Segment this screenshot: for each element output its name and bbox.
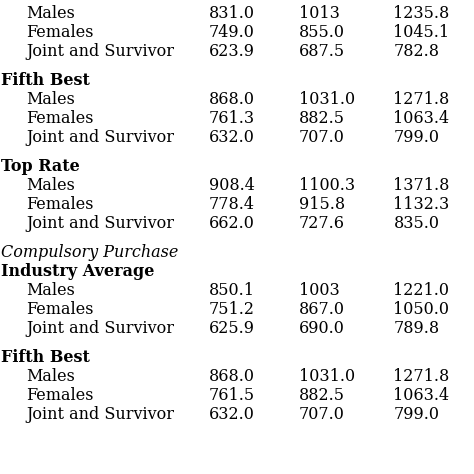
Text: 632.0: 632.0 xyxy=(209,129,255,146)
Text: 690.0: 690.0 xyxy=(299,320,345,337)
Text: 1271.8: 1271.8 xyxy=(393,91,450,108)
Text: Fifth Best: Fifth Best xyxy=(1,72,90,89)
Text: Females: Females xyxy=(26,387,93,404)
Text: 799.0: 799.0 xyxy=(393,406,439,423)
Text: 867.0: 867.0 xyxy=(299,301,345,318)
Text: 1003: 1003 xyxy=(299,282,339,299)
Text: 1132.3: 1132.3 xyxy=(393,196,450,213)
Text: Joint and Survivor: Joint and Survivor xyxy=(26,215,174,232)
Text: 687.5: 687.5 xyxy=(299,43,345,60)
Text: 868.0: 868.0 xyxy=(209,368,255,385)
Text: 1031.0: 1031.0 xyxy=(299,368,355,385)
Text: Joint and Survivor: Joint and Survivor xyxy=(26,43,174,60)
Text: Males: Males xyxy=(26,91,75,108)
Text: Joint and Survivor: Joint and Survivor xyxy=(26,406,174,423)
Text: Females: Females xyxy=(26,110,93,127)
Text: 855.0: 855.0 xyxy=(299,24,345,41)
Text: Males: Males xyxy=(26,282,75,299)
Text: Fifth Best: Fifth Best xyxy=(1,349,90,366)
Text: Industry Average: Industry Average xyxy=(1,263,155,280)
Text: 850.1: 850.1 xyxy=(209,282,255,299)
Text: 1235.8: 1235.8 xyxy=(393,5,450,22)
Text: Females: Females xyxy=(26,301,93,318)
Text: Females: Females xyxy=(26,24,93,41)
Text: 835.0: 835.0 xyxy=(393,215,439,232)
Text: 1045.1: 1045.1 xyxy=(393,24,449,41)
Text: 1050.0: 1050.0 xyxy=(393,301,449,318)
Text: 727.6: 727.6 xyxy=(299,215,345,232)
Text: 882.5: 882.5 xyxy=(299,387,345,404)
Text: 1013: 1013 xyxy=(299,5,339,22)
Text: 882.5: 882.5 xyxy=(299,110,345,127)
Text: 632.0: 632.0 xyxy=(209,406,255,423)
Text: 915.8: 915.8 xyxy=(299,196,345,213)
Text: 908.4: 908.4 xyxy=(209,177,255,194)
Text: 662.0: 662.0 xyxy=(209,215,255,232)
Text: 1063.4: 1063.4 xyxy=(393,387,449,404)
Text: 799.0: 799.0 xyxy=(393,129,439,146)
Text: 1100.3: 1100.3 xyxy=(299,177,355,194)
Text: 1031.0: 1031.0 xyxy=(299,91,355,108)
Text: 1371.8: 1371.8 xyxy=(393,177,450,194)
Text: 707.0: 707.0 xyxy=(299,406,345,423)
Text: Males: Males xyxy=(26,368,75,385)
Text: Males: Males xyxy=(26,177,75,194)
Text: 1271.8: 1271.8 xyxy=(393,368,450,385)
Text: 625.9: 625.9 xyxy=(209,320,255,337)
Text: 761.5: 761.5 xyxy=(209,387,255,404)
Text: 1221.0: 1221.0 xyxy=(393,282,449,299)
Text: 761.3: 761.3 xyxy=(209,110,255,127)
Text: Joint and Survivor: Joint and Survivor xyxy=(26,129,174,146)
Text: 789.8: 789.8 xyxy=(393,320,439,337)
Text: Compulsory Purchase: Compulsory Purchase xyxy=(1,244,178,261)
Text: Males: Males xyxy=(26,5,75,22)
Text: 749.0: 749.0 xyxy=(209,24,255,41)
Text: Joint and Survivor: Joint and Survivor xyxy=(26,320,174,337)
Text: 751.2: 751.2 xyxy=(209,301,255,318)
Text: 623.9: 623.9 xyxy=(209,43,255,60)
Text: 831.0: 831.0 xyxy=(209,5,255,22)
Text: 778.4: 778.4 xyxy=(209,196,255,213)
Text: Top Rate: Top Rate xyxy=(1,158,80,175)
Text: 782.8: 782.8 xyxy=(393,43,439,60)
Text: 1063.4: 1063.4 xyxy=(393,110,449,127)
Text: Females: Females xyxy=(26,196,93,213)
Text: 868.0: 868.0 xyxy=(209,91,255,108)
Text: 707.0: 707.0 xyxy=(299,129,345,146)
